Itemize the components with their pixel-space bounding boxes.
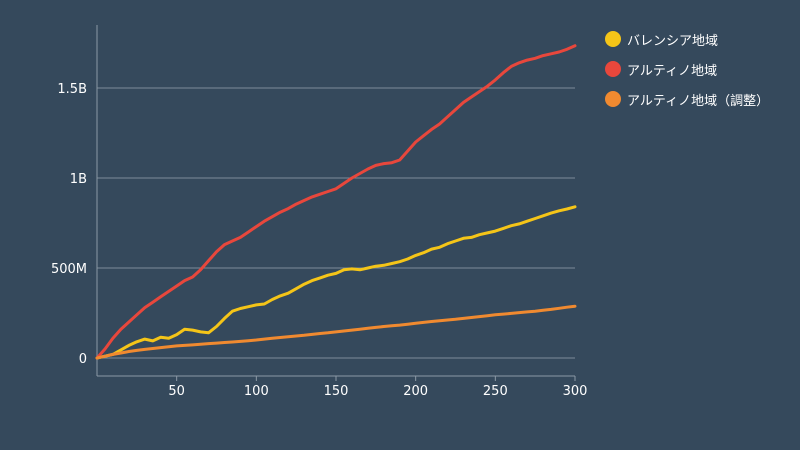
legend-label: バレンシア地域 [627,33,719,49]
series-line-0 [95,205,577,360]
y-tick-label: 1B [70,172,87,187]
x-tick-label: 100 [244,384,269,399]
legend-swatch [605,61,621,77]
y-tick-label: 500M [51,262,87,277]
legend-label: アルティノ地域（調整） [627,93,770,109]
legend-item: アルティノ地域 [605,54,769,84]
legend: バレンシア地域 アルティノ地域アルティノ地域（調整） [605,24,769,114]
x-tick-label: 50 [168,384,185,399]
legend-swatch [605,31,621,47]
legend-item: バレンシア地域 [605,24,769,54]
x-tick-label: 200 [403,384,428,399]
series-line-2 [95,304,577,360]
x-tick-label: 300 [563,384,588,399]
x-tick-label: 250 [483,384,508,399]
legend-swatch [605,91,621,107]
series-line-1 [95,44,577,360]
legend-item: アルティノ地域（調整） [605,84,769,114]
x-tick-label: 150 [324,384,349,399]
y-tick-label: 0 [79,352,87,367]
y-tick-label: 1.5B [57,82,87,97]
legend-label: アルティノ地域 [627,63,718,79]
